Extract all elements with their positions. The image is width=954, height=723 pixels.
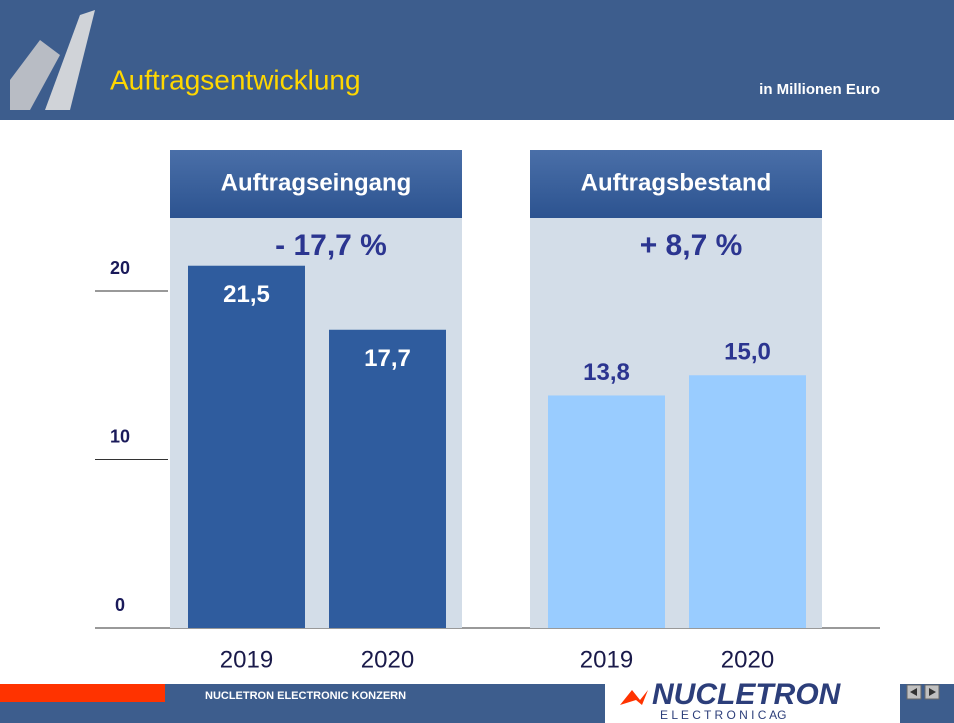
unit-label: in Millionen Euro [759,81,880,98]
bar [329,329,446,628]
panel-title: Auftragseingang [221,169,412,196]
next-icon [929,688,936,696]
slide-title: Auftragsentwicklung [110,64,361,95]
logo-shape [10,40,60,110]
logo-shape [45,10,95,110]
chart: 0 10 20 Auftragseingang - 17,7 %21,5 2019 17,7… [95,150,880,673]
x-tick-label: 2019 [580,646,633,673]
y-tick-label: 0 [115,595,125,615]
logo-mark [620,690,648,705]
logo-box [605,684,900,723]
x-tick-label: 2020 [721,646,774,673]
y-tick-label: 10 [110,426,130,446]
footer-text: NUCLETRON ELECTRONIC KONZERN [205,690,406,702]
bar [548,395,665,628]
panel-title: Auftragsbestand [581,169,772,196]
value-label: 15,0 [724,339,771,366]
bar [689,375,806,628]
change-label: + 8,7 % [640,229,743,262]
value-label: 13,8 [583,359,630,386]
panel-header [170,150,462,218]
header-band [0,0,954,120]
logo-text: NUCLETRON [652,678,842,711]
change-label: - 17,7 % [275,229,387,262]
bar [188,265,305,628]
panel-header [530,150,822,218]
prev-icon [910,688,917,696]
value-label: 21,5 [223,281,270,308]
logo-subtext: E L E C T R O N I C AG [660,708,786,722]
footer-accent [0,684,165,702]
x-tick-label: 2019 [220,646,273,673]
x-tick-label: 2020 [361,646,414,673]
y-tick-label: 20 [110,258,130,278]
value-label: 17,7 [364,345,411,372]
